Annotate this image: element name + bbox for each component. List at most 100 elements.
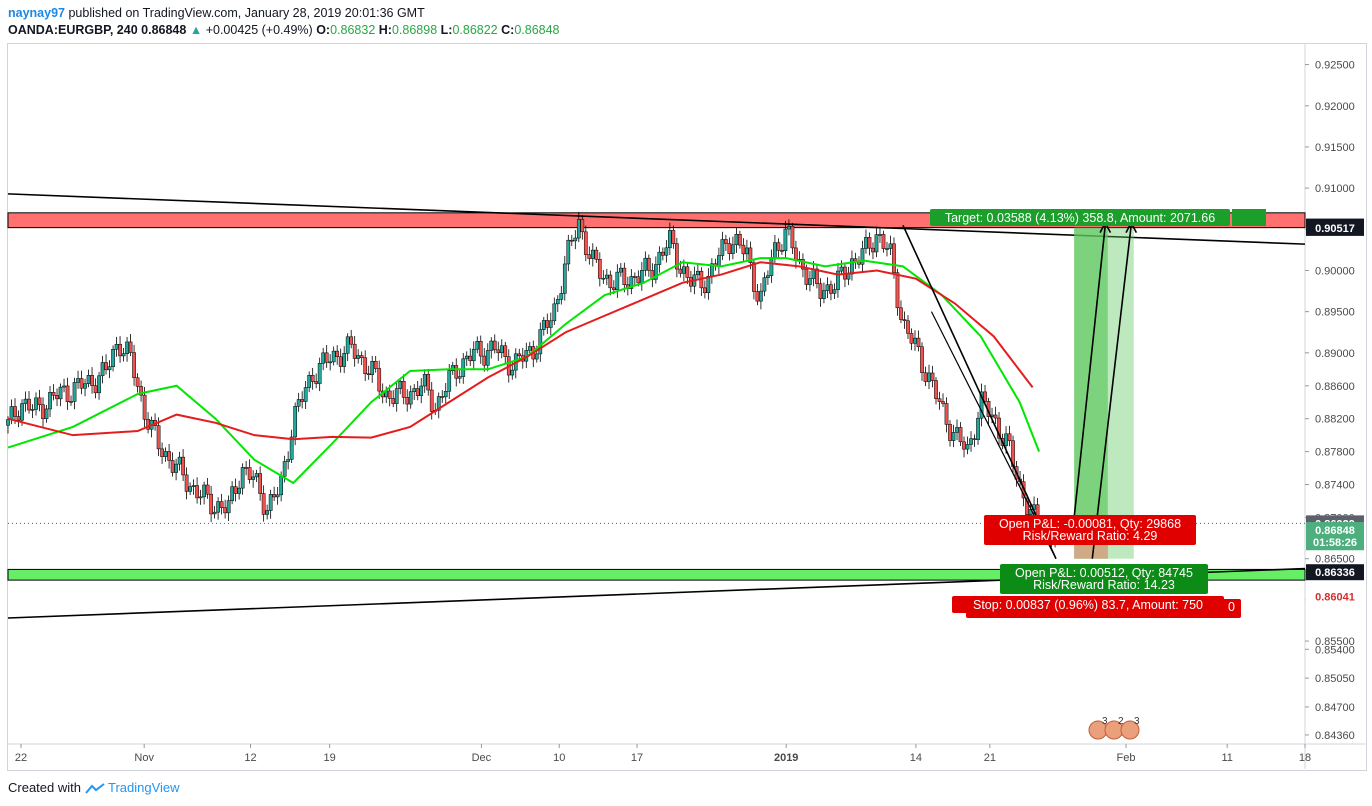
candle-body — [752, 262, 756, 292]
candle-body — [850, 258, 854, 275]
open-pl-red-label-box — [984, 515, 1196, 545]
candle-body — [163, 451, 168, 457]
y-tick-label: 0.91000 — [1315, 183, 1355, 195]
candle-body — [804, 268, 809, 285]
candle-body — [780, 250, 784, 252]
candle-body — [69, 401, 73, 403]
candle-body — [184, 474, 189, 492]
candle-body — [223, 507, 227, 514]
candle-body — [808, 278, 812, 285]
candle-body — [965, 444, 970, 450]
candle-body — [104, 362, 108, 371]
candle-body — [398, 380, 403, 389]
x-tick-label: 21 — [984, 752, 996, 764]
candle-body — [370, 361, 375, 375]
candle-body — [643, 257, 648, 271]
chart-header: naynay97 published on TradingView.com, J… — [8, 5, 560, 39]
candle-body — [13, 406, 17, 417]
candle-body — [156, 425, 161, 450]
symbol-line: OANDA:EURGBP, 240 0.86848 ▲ +0.00425 (+0… — [8, 22, 560, 39]
candle-body — [661, 251, 665, 256]
candle-body — [741, 244, 746, 255]
candle-body — [107, 366, 112, 371]
candle-body — [363, 357, 368, 375]
candle-body — [601, 277, 606, 280]
candle-body — [906, 320, 910, 334]
candle-body — [230, 486, 234, 501]
candle-body — [261, 493, 266, 515]
candle-body — [759, 290, 763, 302]
x-tick-label: 10 — [553, 752, 565, 764]
candle-body — [489, 340, 494, 351]
tradingview-brand[interactable]: TradingView — [108, 780, 180, 795]
candle-body — [328, 361, 333, 364]
candle-body — [678, 268, 683, 274]
candle-body — [562, 263, 567, 294]
candle-body — [247, 467, 252, 480]
candle-body — [65, 385, 70, 402]
candle-body — [937, 398, 942, 402]
candle-body — [548, 320, 553, 328]
target-suffix-box — [1232, 209, 1266, 226]
candle-body — [618, 267, 623, 273]
candle-body — [72, 382, 77, 402]
candle-body — [734, 234, 739, 246]
candle-body — [422, 374, 427, 387]
candle-body — [478, 341, 483, 357]
candle-body — [566, 239, 571, 265]
y-tick-label: 0.85500 — [1315, 636, 1355, 648]
y-tick-label: 0.91500 — [1315, 142, 1355, 154]
x-tick-label: 14 — [910, 752, 922, 764]
candle-body — [972, 438, 977, 440]
candle-body — [815, 268, 819, 284]
candle-body — [23, 398, 28, 404]
chart-frame[interactable] — [7, 43, 1367, 771]
candle-body — [888, 243, 893, 249]
candles-group — [6, 211, 1057, 548]
candle-body — [461, 358, 466, 377]
economic-event-count: 2 — [1118, 716, 1124, 727]
y-tick-label: 0.92500 — [1315, 60, 1355, 72]
candle-body — [128, 341, 133, 353]
created-with-text: Created with — [8, 780, 81, 795]
candle-body — [829, 284, 833, 294]
candle-body — [275, 494, 280, 498]
stop-label-text: Stop: 0.00837 (0.96%) 83.7, Amount: 750 — [973, 598, 1203, 612]
candle-body — [920, 346, 924, 373]
candle-body — [818, 283, 823, 299]
candle-body — [37, 397, 42, 405]
candle-body — [286, 459, 291, 462]
candle-body — [552, 303, 557, 322]
candle-body — [776, 242, 781, 251]
candle-body — [387, 390, 392, 399]
candle-body — [485, 350, 490, 366]
candle-body — [132, 352, 136, 379]
candle-body — [836, 270, 840, 290]
y-tick-label: 0.84360 — [1315, 730, 1355, 742]
x-tick-label: 2019 — [774, 752, 798, 764]
candle-body — [881, 234, 886, 249]
published-text: published on TradingView.com, January 28… — [68, 6, 425, 20]
candle-body — [930, 372, 935, 381]
candle-body — [969, 438, 973, 445]
x-tick-label: 12 — [244, 752, 256, 764]
candle-body — [755, 291, 760, 302]
candle-body — [611, 287, 616, 290]
x-tick-label: 18 — [1299, 752, 1311, 764]
candle-body — [766, 275, 770, 278]
candle-body — [146, 419, 150, 430]
author-name[interactable]: naynay97 — [8, 6, 65, 20]
candle-body — [482, 355, 487, 366]
candle-body — [415, 388, 420, 396]
candle-body — [90, 375, 94, 386]
price-change: +0.00425 (+0.49%) — [205, 23, 313, 37]
candle-body — [426, 374, 431, 391]
candle-body — [941, 401, 945, 404]
candle-body — [706, 276, 711, 294]
candle-body — [475, 341, 480, 350]
price-scale-label: 01:58:26 — [1313, 537, 1357, 549]
close-label: C: — [501, 23, 515, 37]
y-tick-label: 0.88600 — [1315, 381, 1355, 393]
candle-body — [97, 375, 101, 394]
